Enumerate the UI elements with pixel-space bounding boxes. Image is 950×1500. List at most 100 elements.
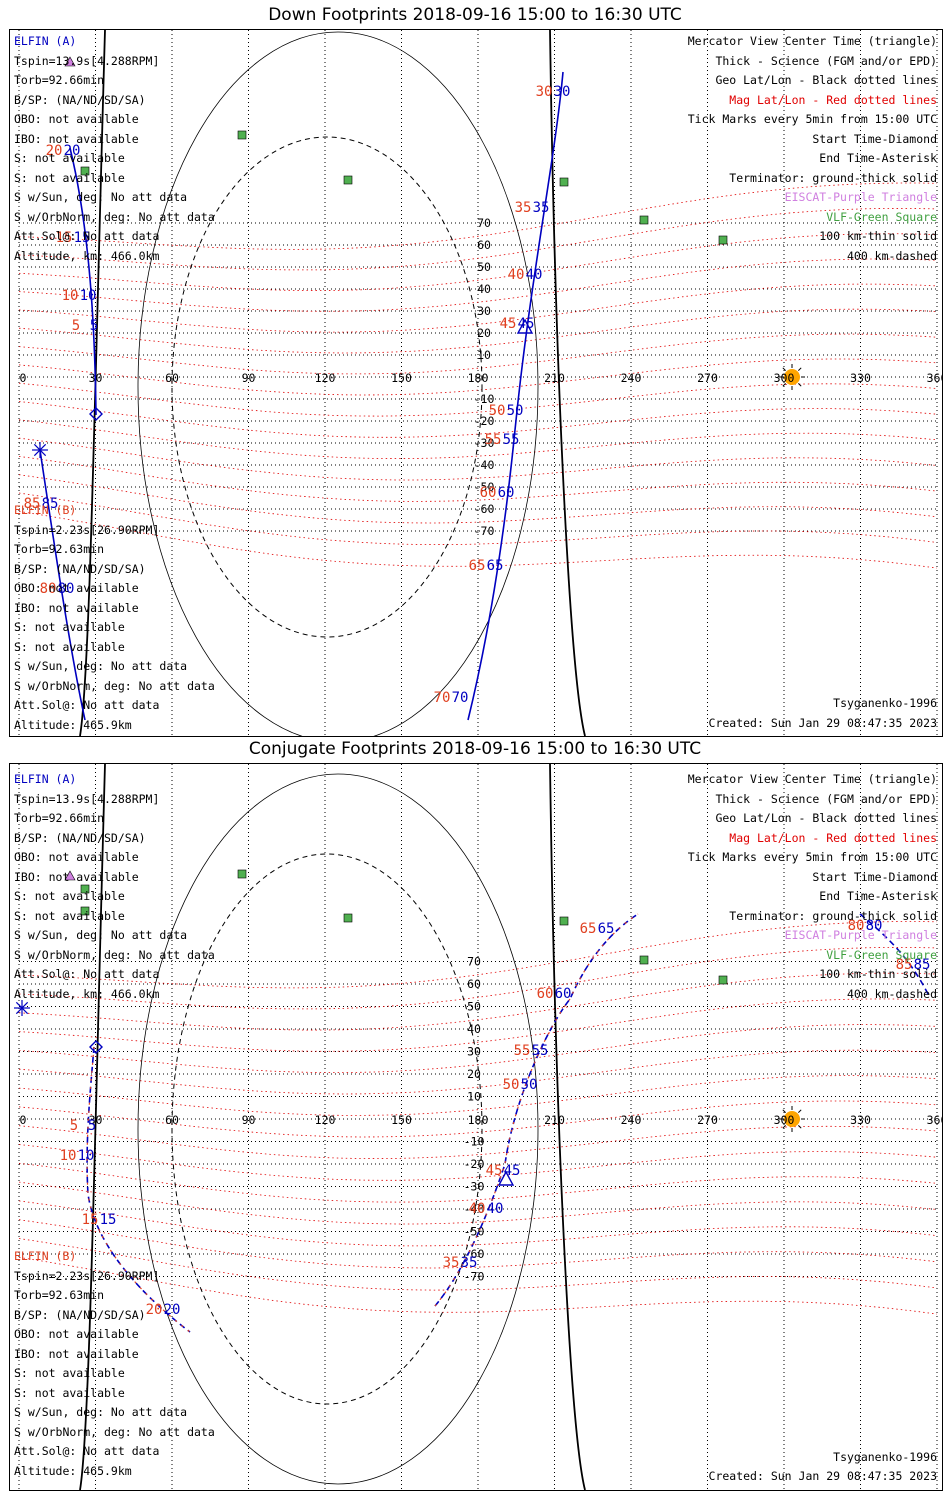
lon-tick-label: 180 <box>468 371 489 385</box>
lon-tick-label: 150 <box>391 1113 412 1127</box>
track-label-b: 15 <box>56 230 73 246</box>
track-label-b: 40 <box>508 267 525 283</box>
mag-latitude-line <box>18 207 938 271</box>
elfin-a-line: Altitude, km: 466.0km <box>14 986 160 1001</box>
lat-tick-label: -60 <box>474 502 495 516</box>
elfin-b-info: ELFIN (B) Tspin=2.23s[26.90RPM] Torb=92.… <box>14 501 215 735</box>
lat-tick-label: -40 <box>464 1202 485 1216</box>
lat-tick-label: 10 <box>467 1090 481 1104</box>
elfin-b-line: Att.Sol@: No att data <box>14 698 160 712</box>
lon-tick-label: 90 <box>242 1113 256 1127</box>
track-label-b: 35 <box>443 1255 460 1271</box>
track-label-b: 45 <box>486 1163 503 1179</box>
track-label-a: 60 <box>498 485 515 501</box>
track-label-b: 10 <box>62 288 79 304</box>
track-label-b: 30 <box>536 84 553 100</box>
elfin-b-header: ELFIN (B) <box>14 1249 77 1263</box>
track-label-b: 50 <box>503 1077 520 1093</box>
legend-line: Mag Lat/Lon - Red dotted lines <box>729 92 937 107</box>
track-label-a: 45 <box>518 316 535 332</box>
track-label-b: 55 <box>514 1043 531 1059</box>
terminator-west <box>79 764 106 1490</box>
lon-tick-label: 240 <box>621 371 642 385</box>
elfin-b-line: B/SP: (NA/ND/SD/SA) <box>14 561 146 576</box>
lat-tick-label: -60 <box>464 1247 485 1261</box>
vlf-station-icon <box>343 913 353 923</box>
elfin-a-line: Att.Sol@: No att data <box>14 967 160 981</box>
elfin-a-line: S w/OrbNorm, deg: No att data <box>14 947 215 962</box>
mag-latitude-line <box>18 921 938 989</box>
track-label-a: 50 <box>521 1077 538 1093</box>
end-time-asterisk-icon <box>15 1001 29 1015</box>
mag-latitude-line <box>18 233 938 292</box>
elfin-a-line: S w/OrbNorm, deg: No att data <box>14 209 215 224</box>
track-label-b: 45 <box>500 316 517 332</box>
track-label-b: 85 <box>24 496 41 512</box>
legend-line: Geo Lat/Lon - Black dotted lines <box>715 811 937 825</box>
elfin-b-line: OBO: not available <box>14 1327 139 1341</box>
eiscat-triangle-icon <box>64 870 76 881</box>
legend-line: 400 km-dashed <box>846 248 937 263</box>
track-label-b: 55 <box>485 432 502 448</box>
elfin-a-info: ELFIN (A) Tspin=13.9s[4.288RPM] Torb=92.… <box>14 32 215 266</box>
elfin-b-line: Tspin=2.23s[26.90RPM] <box>14 1268 160 1283</box>
track-label-a: 10 <box>80 288 97 304</box>
lon-tick-label: 360 <box>927 1113 942 1127</box>
lon-tick-label: 120 <box>315 371 336 385</box>
elfin-a-track-east <box>467 71 564 721</box>
track-label-a: 5 <box>90 318 98 334</box>
elfin-a-line: S w/Sun, deg: No att data <box>14 190 188 204</box>
mag-latitude-line <box>18 308 938 354</box>
track-label-b: 60 <box>480 485 497 501</box>
elfin-a-header: ELFIN (A) <box>14 772 77 786</box>
elfin-b-line: S: not available <box>14 639 125 654</box>
sun-ray <box>782 383 786 387</box>
elfin-b-line: S: not available <box>14 1385 125 1400</box>
lon-tick-label: 330 <box>850 1113 871 1127</box>
elfin-b-line: S: not available <box>14 620 125 634</box>
end-time-asterisk-icon <box>33 443 47 457</box>
elfin-b-line: S w/Sun, deg: No att data <box>14 1405 188 1419</box>
lon-tick-label: 60 <box>165 1113 179 1127</box>
lon-tick-label: 150 <box>391 371 412 385</box>
track-label-b: 85 <box>896 957 913 973</box>
track-label-a: 65 <box>598 921 615 937</box>
lat-tick-label: -40 <box>474 458 495 472</box>
elfin-a-line: S w/Sun, deg: No att data <box>14 928 188 942</box>
elfin-a-line: Tspin=13.9s[4.288RPM] <box>14 53 160 68</box>
lon-tick-label: 0 <box>20 371 27 385</box>
elfin-a-line: Torb=92.66min <box>14 811 105 825</box>
field-of-view-100km <box>137 773 539 1485</box>
lat-tick-label: -10 <box>474 392 495 406</box>
elfin-b-info: ELFIN (B) Tspin=2.23s[26.90RPM] Torb=92.… <box>14 1247 215 1481</box>
elfin-a-line: IBO: not available <box>14 131 139 146</box>
lon-tick-label: 240 <box>621 1113 642 1127</box>
track-label-a: 55 <box>532 1043 549 1059</box>
elfin-a-line: OBO: not available <box>14 850 139 864</box>
track-label-a: 20 <box>64 143 81 159</box>
elfin-a-line: OBO: not available <box>14 112 139 126</box>
model-label: Tsyganenko-1996 <box>833 1450 937 1464</box>
track-label-b: 10 <box>60 1148 77 1164</box>
vlf-station-icon <box>639 215 649 225</box>
track-label-b: 50 <box>489 403 506 419</box>
created-label: Created: Sun Jan 29 08:47:35 2023 <box>708 1469 937 1483</box>
sun-icon <box>784 369 800 385</box>
track-label-b: 20 <box>146 1302 163 1318</box>
elfin-b-line: S w/OrbNorm, deg: No att data <box>14 678 215 693</box>
elfin-a-line: S: not available <box>14 170 125 185</box>
mag-latitude-line <box>18 333 938 375</box>
track-label-b: 80 <box>40 581 57 597</box>
lon-tick-label: 210 <box>544 1113 565 1127</box>
legend-line: Start Time-Diamond <box>812 131 937 146</box>
lon-tick-label: 210 <box>544 371 565 385</box>
track-label-b: 15 <box>82 1212 99 1228</box>
elfin-b-line: OBO: not available <box>14 581 139 595</box>
lat-tick-label: 20 <box>477 326 491 340</box>
elfin-b-line: S: not available <box>14 1366 125 1380</box>
elfin-a-track-east-overlay <box>434 913 639 1307</box>
track-label-a: 40 <box>526 267 543 283</box>
legend-line: Mag Lat/Lon - Red dotted lines <box>729 830 937 845</box>
elfin-b-line: S w/OrbNorm, deg: No att data <box>14 1424 215 1439</box>
elfin-b-line: Torb=92.63min <box>14 542 105 556</box>
